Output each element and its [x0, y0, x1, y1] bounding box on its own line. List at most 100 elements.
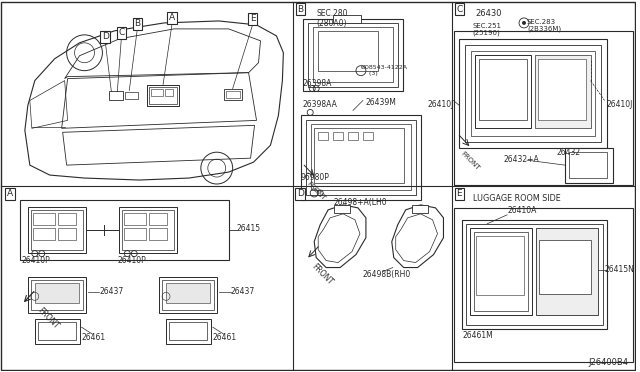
Bar	[38, 322, 76, 340]
Bar	[35, 283, 79, 303]
Bar	[166, 283, 210, 303]
Text: C: C	[118, 28, 124, 37]
Bar	[307, 121, 415, 195]
Bar	[318, 132, 328, 140]
Text: B: B	[134, 19, 140, 28]
Text: FRONT: FRONT	[310, 262, 335, 286]
Bar	[536, 228, 598, 315]
Bar	[538, 59, 586, 121]
Text: 26398AA: 26398AA	[302, 100, 337, 109]
Bar	[454, 208, 634, 362]
Text: SEC.280
(280A0): SEC.280 (280A0)	[316, 9, 348, 28]
Text: 26437: 26437	[99, 287, 124, 296]
Bar	[124, 213, 146, 225]
Text: 26437: 26437	[230, 287, 255, 296]
Bar	[58, 213, 76, 225]
Text: 26410P: 26410P	[117, 256, 146, 264]
Text: 26498+A(LH0: 26498+A(LH0	[333, 198, 387, 207]
Text: E: E	[456, 189, 462, 198]
Bar	[58, 228, 76, 240]
Text: FRONT: FRONT	[36, 306, 61, 331]
Text: SEC.283
(2B336M): SEC.283 (2B336M)	[527, 19, 561, 32]
Text: D: D	[297, 189, 304, 198]
Bar	[412, 205, 428, 213]
Bar	[470, 228, 532, 315]
Bar	[564, 148, 612, 183]
Bar	[169, 322, 207, 340]
Text: 26439M: 26439M	[366, 99, 397, 108]
Bar	[303, 19, 403, 90]
Bar	[313, 27, 393, 81]
Bar	[33, 228, 54, 240]
Text: D: D	[102, 32, 109, 41]
Bar	[363, 132, 373, 140]
Circle shape	[522, 21, 526, 25]
Bar	[476, 55, 531, 128]
Bar	[149, 228, 167, 240]
Text: B: B	[297, 4, 303, 13]
Text: J26400B4: J26400B4	[588, 358, 628, 367]
Bar	[301, 115, 420, 200]
Text: Ø08543-4122A
    (3): Ø08543-4122A (3)	[361, 65, 408, 76]
Bar	[333, 132, 343, 140]
Text: 26432: 26432	[557, 148, 581, 157]
Bar	[539, 240, 591, 294]
Bar	[151, 89, 163, 96]
Bar	[479, 59, 527, 121]
Text: 26498B(RH0: 26498B(RH0	[363, 270, 411, 279]
Bar	[109, 90, 124, 100]
Text: 26410P: 26410P	[22, 256, 51, 264]
Bar	[535, 55, 591, 128]
Bar	[166, 319, 211, 344]
Bar	[318, 31, 378, 71]
Bar	[147, 84, 179, 106]
Bar	[569, 152, 607, 178]
Bar	[35, 319, 79, 344]
Bar	[467, 224, 602, 325]
Text: 26461: 26461	[81, 333, 106, 342]
Bar	[311, 124, 411, 190]
Text: 26398A: 26398A	[302, 78, 332, 88]
Text: 26410J: 26410J	[427, 100, 453, 109]
Bar	[471, 51, 595, 136]
Text: 26410A: 26410A	[507, 206, 536, 215]
Bar	[226, 90, 239, 99]
Text: A: A	[7, 189, 13, 198]
Bar	[333, 15, 361, 23]
Bar	[314, 128, 404, 183]
Bar	[125, 92, 138, 99]
Text: 26461M: 26461M	[462, 331, 493, 340]
Bar	[33, 213, 54, 225]
Text: C: C	[456, 4, 463, 13]
Bar	[476, 236, 524, 295]
Text: 26461: 26461	[212, 333, 237, 342]
Text: FRONT: FRONT	[305, 180, 326, 201]
Text: 26410J: 26410J	[607, 100, 633, 109]
Bar	[31, 280, 83, 310]
Bar	[149, 87, 177, 105]
Bar	[149, 213, 167, 225]
Text: 26415: 26415	[237, 224, 260, 233]
Bar	[31, 210, 83, 250]
Bar	[20, 200, 228, 260]
Bar	[474, 232, 528, 311]
Text: 26430: 26430	[476, 9, 502, 18]
Bar	[308, 23, 397, 87]
Bar	[28, 207, 86, 253]
Bar	[165, 89, 173, 96]
Text: SEC.251
(25190): SEC.251 (25190)	[472, 23, 501, 36]
Text: E: E	[250, 15, 255, 23]
Bar	[465, 45, 600, 142]
Text: FRONT: FRONT	[460, 150, 481, 171]
Bar	[462, 220, 607, 329]
Bar	[162, 280, 214, 310]
Bar	[122, 210, 174, 250]
Bar	[124, 228, 146, 240]
Bar	[454, 31, 634, 185]
Text: 26432+A: 26432+A	[503, 155, 539, 164]
Bar	[460, 39, 607, 148]
Text: 96980P: 96980P	[300, 173, 329, 182]
Text: LUGGAGE ROOM SIDE: LUGGAGE ROOM SIDE	[474, 194, 561, 203]
Bar	[28, 278, 86, 313]
Bar	[348, 132, 358, 140]
